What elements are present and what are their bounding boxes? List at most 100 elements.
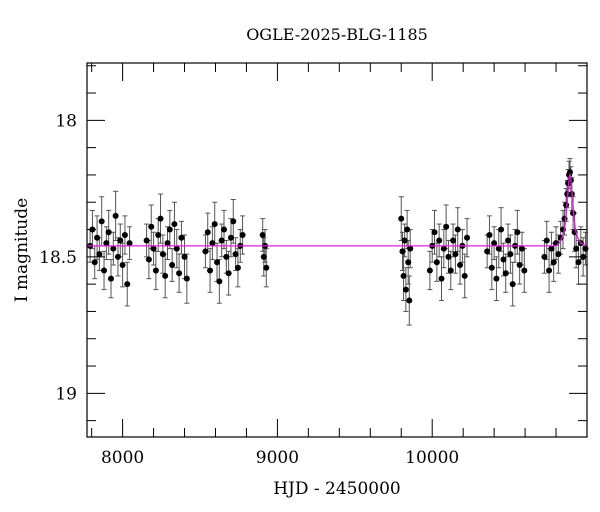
data-point xyxy=(181,253,188,260)
data-point xyxy=(406,297,413,304)
data-point xyxy=(404,226,411,233)
data-point xyxy=(96,251,103,258)
data-point xyxy=(150,245,157,252)
data-point xyxy=(110,245,117,252)
data-point xyxy=(454,226,461,233)
data-point xyxy=(121,231,128,238)
data-point xyxy=(450,237,457,244)
data-point xyxy=(207,267,214,274)
data-point xyxy=(148,223,155,230)
data-point xyxy=(183,275,190,282)
y-axis-label: I magnitude xyxy=(12,198,32,302)
data-point xyxy=(230,218,237,225)
data-point xyxy=(518,245,525,252)
data-point xyxy=(505,237,512,244)
data-point xyxy=(178,234,185,241)
plot-frame xyxy=(86,62,588,438)
data-point xyxy=(159,251,166,258)
data-point xyxy=(447,267,454,274)
data-point xyxy=(152,267,159,274)
data-point xyxy=(431,229,438,236)
data-point xyxy=(400,272,407,279)
data-point xyxy=(563,201,570,208)
data-point xyxy=(488,264,495,271)
data-point xyxy=(259,231,266,238)
data-point xyxy=(220,226,227,233)
data-point xyxy=(521,267,528,274)
data-point xyxy=(452,251,459,258)
data-point xyxy=(171,221,178,228)
data-point xyxy=(498,226,505,233)
data-point xyxy=(114,253,121,260)
data-point xyxy=(227,234,234,241)
data-point xyxy=(218,237,225,244)
data-point xyxy=(101,267,108,274)
data-point xyxy=(401,237,408,244)
data-point xyxy=(91,259,98,266)
y-tick-label: 19 xyxy=(55,384,77,404)
data-point xyxy=(166,226,173,233)
data-point xyxy=(546,267,553,274)
data-point xyxy=(162,272,169,279)
data-point xyxy=(164,240,171,247)
data-point xyxy=(214,259,221,266)
data-point xyxy=(124,281,131,288)
data-point xyxy=(541,253,548,260)
data-point xyxy=(461,272,468,279)
data-point xyxy=(486,231,493,238)
data-point xyxy=(155,231,162,238)
data-point xyxy=(484,248,491,255)
data-point xyxy=(223,253,230,260)
data-point xyxy=(436,237,443,244)
data-point xyxy=(445,253,452,260)
data-point xyxy=(398,215,405,222)
data-point xyxy=(555,251,562,258)
data-point xyxy=(157,215,164,222)
data-point xyxy=(502,270,509,277)
data-point xyxy=(173,245,180,252)
x-tick-label: 9000 xyxy=(256,448,299,468)
data-point xyxy=(491,240,498,247)
data-point xyxy=(126,240,133,247)
data-point xyxy=(263,264,270,271)
data-point xyxy=(103,240,110,247)
data-point xyxy=(438,275,445,282)
data-point xyxy=(493,275,500,282)
data-point xyxy=(507,251,514,258)
data-point xyxy=(105,229,112,236)
data-points xyxy=(87,169,589,304)
model-curve xyxy=(87,172,588,247)
x-axis-label: HJD - 2450000 xyxy=(273,479,401,499)
data-point xyxy=(234,264,241,271)
data-point xyxy=(407,245,414,252)
data-point xyxy=(232,251,239,258)
data-point xyxy=(564,191,571,198)
data-point xyxy=(426,267,433,274)
y-tick-label: 18 xyxy=(55,111,77,131)
data-point xyxy=(509,281,516,288)
data-point xyxy=(543,237,550,244)
error-bars xyxy=(87,158,588,326)
data-point xyxy=(211,221,218,228)
data-point xyxy=(495,245,502,252)
data-point xyxy=(443,223,450,230)
data-point xyxy=(573,245,580,252)
data-point xyxy=(440,245,447,252)
data-point xyxy=(402,286,409,293)
data-point xyxy=(169,262,176,269)
data-point xyxy=(145,256,152,263)
data-point xyxy=(464,234,471,241)
tick-labels: 8000 9000 10000 18 18.5 19 xyxy=(39,111,459,468)
axis-ticks xyxy=(87,63,588,437)
data-point xyxy=(98,218,105,225)
data-point xyxy=(94,234,101,241)
data-point xyxy=(575,259,582,266)
data-point xyxy=(117,237,124,244)
data-point xyxy=(566,169,573,176)
data-point xyxy=(107,275,114,282)
data-point xyxy=(514,229,521,236)
data-point xyxy=(176,270,183,277)
data-point xyxy=(239,231,246,238)
data-point xyxy=(433,259,440,266)
